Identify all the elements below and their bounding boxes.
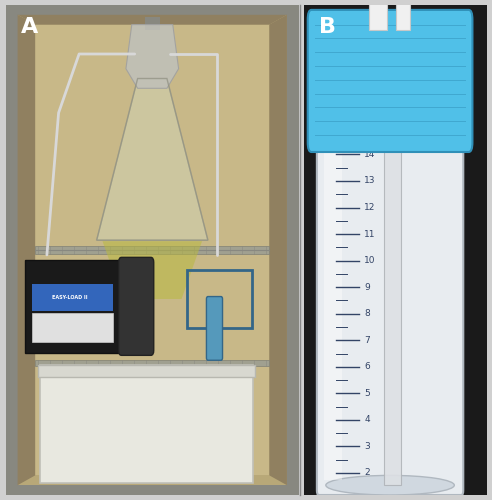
- Text: EASY-LOAD II: EASY-LOAD II: [53, 295, 88, 300]
- FancyBboxPatch shape: [304, 5, 487, 495]
- Polygon shape: [18, 15, 35, 485]
- Text: 12: 12: [365, 203, 376, 212]
- FancyBboxPatch shape: [38, 365, 255, 378]
- FancyBboxPatch shape: [319, 138, 333, 490]
- FancyBboxPatch shape: [317, 132, 463, 495]
- FancyBboxPatch shape: [32, 314, 113, 342]
- Text: 3: 3: [365, 442, 370, 451]
- Text: B: B: [319, 17, 336, 38]
- Polygon shape: [270, 15, 287, 485]
- Text: 9: 9: [365, 282, 370, 292]
- FancyBboxPatch shape: [39, 365, 253, 483]
- Text: 11: 11: [365, 230, 376, 238]
- FancyBboxPatch shape: [18, 15, 287, 485]
- FancyBboxPatch shape: [32, 284, 113, 311]
- FancyBboxPatch shape: [25, 260, 123, 353]
- FancyBboxPatch shape: [308, 10, 472, 152]
- Text: A: A: [21, 17, 38, 38]
- Ellipse shape: [326, 476, 454, 495]
- FancyBboxPatch shape: [207, 296, 222, 360]
- FancyBboxPatch shape: [145, 17, 159, 29]
- Text: 14: 14: [365, 150, 376, 159]
- FancyBboxPatch shape: [35, 360, 270, 366]
- FancyBboxPatch shape: [35, 246, 270, 254]
- FancyBboxPatch shape: [369, 0, 387, 30]
- Text: 5: 5: [365, 389, 370, 398]
- FancyBboxPatch shape: [119, 258, 154, 356]
- FancyBboxPatch shape: [396, 0, 410, 30]
- FancyBboxPatch shape: [447, 138, 461, 490]
- Polygon shape: [18, 15, 287, 24]
- FancyBboxPatch shape: [35, 24, 270, 475]
- Text: 13: 13: [365, 176, 376, 186]
- Text: 4: 4: [365, 416, 370, 424]
- Text: 10: 10: [365, 256, 376, 265]
- Text: 7: 7: [365, 336, 370, 344]
- Polygon shape: [96, 78, 208, 240]
- FancyBboxPatch shape: [324, 147, 341, 480]
- Polygon shape: [102, 241, 202, 299]
- Polygon shape: [126, 24, 179, 88]
- Text: 6: 6: [365, 362, 370, 372]
- FancyBboxPatch shape: [384, 142, 401, 485]
- Text: 8: 8: [365, 309, 370, 318]
- Text: 2: 2: [365, 468, 370, 477]
